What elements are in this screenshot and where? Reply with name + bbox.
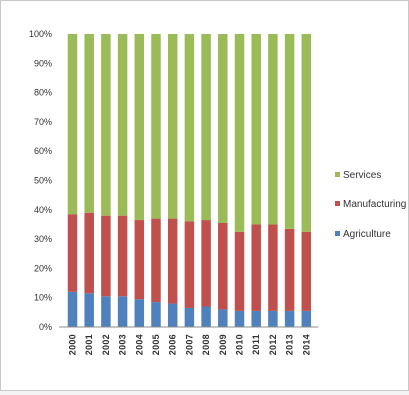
bar-segment-agriculture-2008 [201,306,211,327]
bar-segment-services-2014 [301,34,312,232]
x-tick-label: 2001 [84,334,94,355]
y-tick-label: 30% [34,234,52,244]
bars-group [67,34,312,327]
bar-segment-services-2006 [167,34,178,219]
legend-swatch-agriculture [335,231,340,236]
bar-segment-manufacturing-2013 [284,228,295,311]
x-axis-ticks: 2000 2001 2002 2003 2004 2005 2006 2007 2008 2009… [68,334,312,355]
x-tick-label: 2012 [268,334,278,355]
bar-segment-services-2012 [268,34,278,225]
y-axis-ticks: 0% 10% 20% 30% 40% 50% 60% 70% 80% 90% 100% [29,29,52,332]
y-tick-label: 70% [34,117,52,127]
bar-segment-manufacturing-2001 [84,212,94,294]
bar-segment-services-2011 [251,34,261,225]
bar-segment-manufacturing-2009 [218,222,228,310]
bar-segment-services-2007 [184,34,195,222]
bar-segment-agriculture-2013 [284,310,295,327]
y-tick-label: 20% [34,263,52,273]
bar-segment-agriculture-2001 [84,293,94,327]
bar-segment-manufacturing-2002 [101,215,111,297]
bar-segment-agriculture-2009 [218,309,228,327]
legend-label-manufacturing: Manufacturing [343,199,406,210]
bar-segment-manufacturing-2003 [117,215,128,297]
bar-segment-manufacturing-2008 [201,220,211,307]
bar-segment-services-2009 [218,34,228,223]
x-tick-label: 2005 [151,334,161,355]
legend-swatch-manufacturing [335,201,340,206]
x-tick-label: 2013 [285,334,295,355]
legend: Services Manufacturing Agriculture [335,170,406,240]
x-tick-label: 2000 [68,334,78,355]
bar-segment-agriculture-2012 [268,310,278,327]
y-tick-label: 60% [34,146,52,156]
x-tick-label: 2007 [184,334,194,355]
y-tick-label: 10% [34,293,52,303]
bar-segment-agriculture-2002 [101,296,111,327]
x-tick-label: 2011 [251,334,261,355]
x-tick-label: 2004 [134,334,144,355]
y-tick-label: 40% [34,205,52,215]
bar-segment-services-2013 [284,34,295,229]
bar-segment-agriculture-2007 [184,307,195,327]
bar-segment-agriculture-2005 [151,302,161,327]
legend-swatch-services [335,172,340,177]
bar-segment-agriculture-2000 [67,291,78,327]
bar-segment-agriculture-2004 [134,299,145,327]
legend-label-agriculture: Agriculture [343,229,391,240]
x-tick-label: 2006 [168,334,178,355]
stacked-bar-chart: 0%10%20%30%40%50%60%70%80%90%100% 2000 20… [29,29,406,355]
y-tick-label: 50% [34,176,52,186]
bar-segment-manufacturing-2011 [251,224,261,311]
x-tick-label: 2003 [118,334,128,355]
x-tick-label: 2008 [201,334,211,355]
x-tick-label: 2002 [101,334,111,355]
bar-segment-services-2008 [201,34,211,221]
y-tick-label: 100% [29,29,52,39]
legend-label-services: Services [343,170,381,181]
bar-segment-services-2000 [67,34,78,215]
bar-segment-manufacturing-2005 [151,218,161,303]
bar-segment-services-2010 [234,34,245,232]
bar-segment-agriculture-2010 [234,310,245,327]
bar-segment-manufacturing-2010 [234,231,245,311]
bar-segment-services-2005 [151,34,161,219]
y-tick-label: 90% [34,58,52,68]
y-tick-label: 0% [39,322,52,332]
bar-segment-agriculture-2014 [301,310,312,327]
x-tick-label: 2009 [218,334,228,355]
bar-segment-agriculture-2003 [117,296,128,327]
x-tick-label: 2014 [301,334,311,355]
bar-segment-manufacturing-2014 [301,231,312,311]
bar-segment-services-2004 [134,34,145,221]
bar-segment-manufacturing-2007 [184,221,195,308]
bar-segment-manufacturing-2012 [268,224,278,311]
bar-segment-manufacturing-2006 [167,218,178,304]
y-tick-label: 80% [34,88,52,98]
bar-segment-manufacturing-2000 [67,214,78,292]
bar-segment-manufacturing-2004 [134,220,145,300]
bar-segment-agriculture-2011 [251,310,261,327]
x-tick-label: 2010 [235,334,245,355]
bar-segment-services-2001 [84,34,94,213]
bar-segment-services-2002 [101,34,111,216]
bar-segment-services-2003 [117,34,128,216]
bar-segment-agriculture-2006 [167,303,178,327]
